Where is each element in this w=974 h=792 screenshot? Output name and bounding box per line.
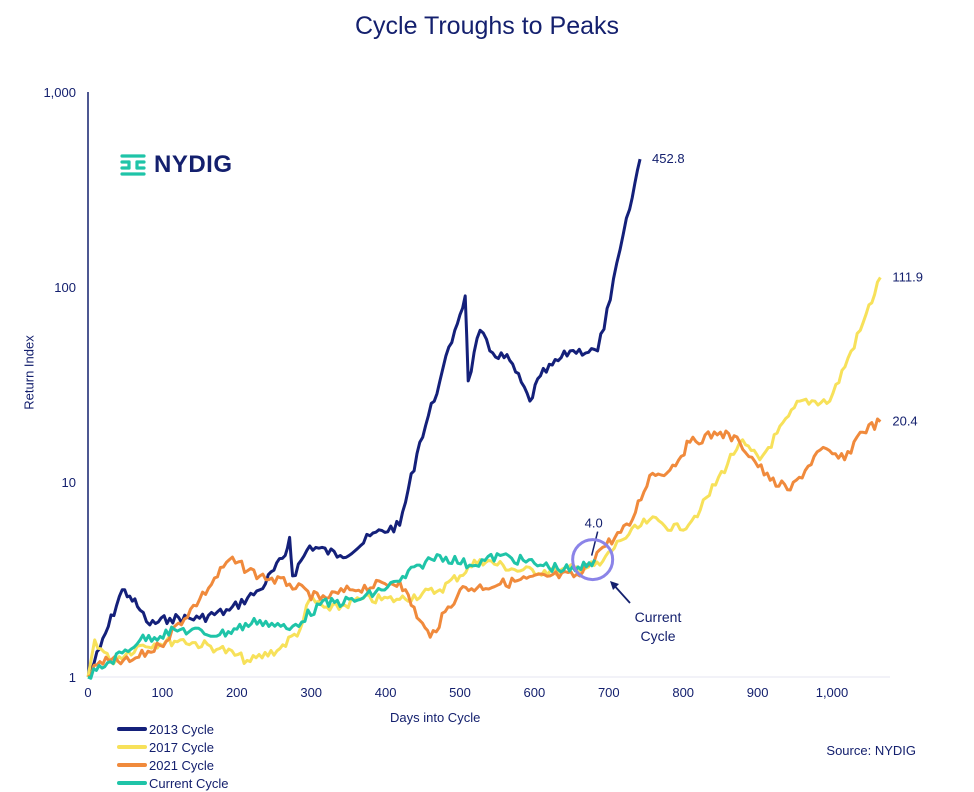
legend-swatch [117,763,147,767]
x-tick-label: 1,000 [816,685,849,700]
x-tick-label: 300 [300,685,322,700]
legend-item: 2013 Cycle [117,720,228,738]
highlight-circle [571,538,615,582]
legend-swatch [117,727,147,731]
y-tick-label: 1 [69,670,76,685]
legend-label: 2017 Cycle [149,739,215,755]
source-note: Source: NYDIG [826,743,916,758]
label-leader-line [590,531,599,556]
x-tick-label: 700 [598,685,620,700]
legend-label: 2021 Cycle [149,757,215,773]
y-tick-label: 1,000 [43,85,76,100]
series-line-2017-cycle [86,276,882,678]
annotation-text: Current [635,609,682,625]
logo-icon [120,154,146,176]
logo-text: NYDIG [154,151,233,178]
series-line-2013-cycle [86,158,642,678]
legend-item: Current Cycle [117,774,228,792]
annotation-text: Cycle [640,628,675,644]
x-tick-label: 100 [152,685,174,700]
x-tick-label: 500 [449,685,471,700]
legend-label: Current Cycle [149,775,229,791]
x-tick-label: 800 [672,685,694,700]
legend-swatch [117,745,147,749]
x-tick-label: 0 [84,685,91,700]
x-tick-label: 600 [524,685,546,700]
end-value-label: 111.9 [892,269,923,284]
nydig-logo: NYDIG [118,150,233,180]
arrow-head-icon [610,581,619,590]
legend-item: 2021 Cycle [117,756,228,774]
x-tick-label: 900 [747,685,769,700]
y-axis-label: Return Index [21,335,37,410]
legend-swatch [117,781,147,785]
end-value-label: 20.4 [892,414,917,429]
y-tick-label: 10 [62,475,76,490]
x-tick-label: 400 [375,685,397,700]
series-line-current-cycle [87,552,597,680]
end-value-label: 452.8 [652,151,685,166]
end-value-label: 4.0 [585,516,603,531]
x-tick-label: 200 [226,685,248,700]
legend-label: 2013 Cycle [149,721,215,737]
chart-title: Cycle Troughs to Peaks [354,12,619,40]
legend: 2013 Cycle 2017 Cycle 2021 Cycle Current Cy… [117,720,228,792]
series-line-2021-cycle [87,417,882,679]
y-tick-label: 100 [54,280,76,295]
legend-item: 2017 Cycle [117,738,228,756]
x-axis-label: Days into Cycle [390,710,481,725]
